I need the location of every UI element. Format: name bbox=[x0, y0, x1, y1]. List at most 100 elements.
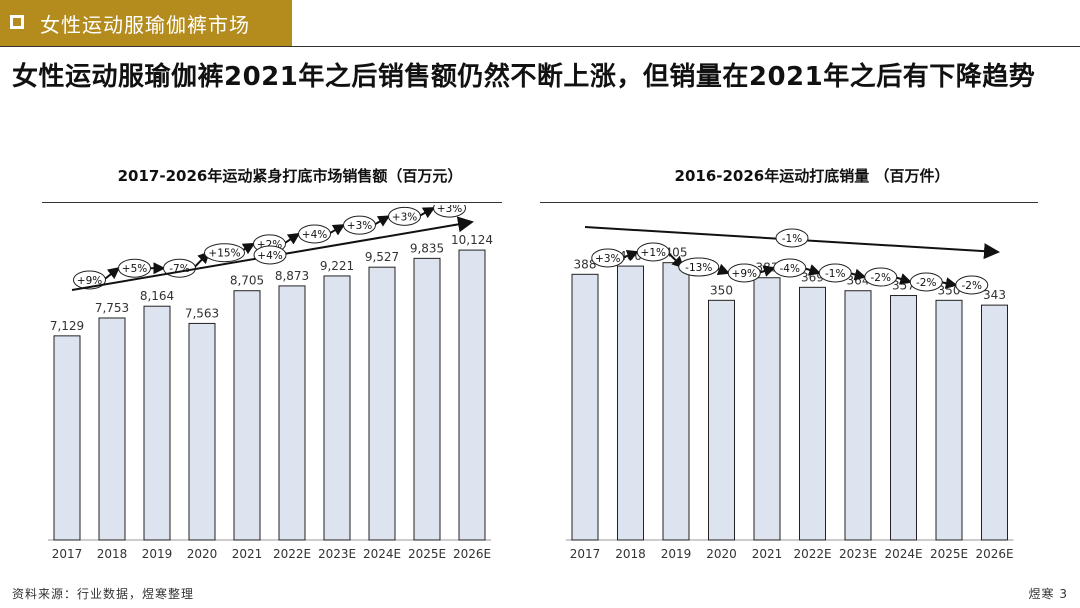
left-tick-label: 2017 bbox=[52, 547, 83, 561]
footer-brand: 煜寒 3 bbox=[1028, 587, 1068, 601]
left-growth-bubble bbox=[298, 224, 331, 244]
right-growth-label: -2% bbox=[871, 272, 891, 284]
left-bar-2017 bbox=[53, 335, 81, 541]
right-growth-label: +1% bbox=[641, 247, 666, 259]
left-value-label: 8,873 bbox=[275, 269, 309, 283]
left-growth-label: +9% bbox=[77, 275, 102, 287]
right-growth-label: -2% bbox=[916, 277, 936, 289]
left-value-label: 7,129 bbox=[50, 319, 84, 333]
left-tick-label: 2021 bbox=[232, 547, 263, 561]
right-growth-bubble bbox=[636, 242, 670, 262]
left-growth-connector bbox=[372, 215, 391, 227]
right-bar-2025E bbox=[935, 299, 963, 541]
right-bar-2018 bbox=[617, 265, 644, 541]
left-trend-bubble bbox=[253, 245, 287, 265]
left-tick-label: 2019 bbox=[142, 547, 173, 561]
right-growth-label: -1% bbox=[825, 268, 845, 280]
right-trend-label: -1% bbox=[782, 233, 802, 245]
left-growth-label: +3% bbox=[347, 220, 372, 232]
left-growth-connector bbox=[327, 224, 346, 236]
left-growth-bubble bbox=[343, 215, 376, 235]
right-bar-2021 bbox=[753, 277, 781, 541]
right-trend-bubble bbox=[775, 228, 809, 248]
left-growth-bubble bbox=[433, 205, 466, 218]
left-bar-2022E bbox=[278, 285, 306, 541]
right-bar-2022E bbox=[799, 286, 826, 541]
right-bar-2023E bbox=[844, 290, 872, 541]
left-growth-connector bbox=[282, 232, 301, 245]
right-bar-2020 bbox=[708, 299, 735, 541]
right-tick-label: 2017 bbox=[570, 547, 601, 561]
left-growth-connector bbox=[418, 207, 436, 219]
right-growth-connector bbox=[849, 268, 867, 281]
right-value-label: 343 bbox=[983, 288, 1006, 302]
left-bar-2023E bbox=[323, 275, 351, 541]
left-bar-2025E bbox=[413, 257, 441, 541]
left-tick-label: 2023E bbox=[318, 547, 356, 561]
right-tick-label: 2022E bbox=[793, 547, 831, 561]
right-chart-divider bbox=[540, 202, 1038, 203]
left-value-label: 8,705 bbox=[230, 274, 264, 288]
right-growth-bubble bbox=[773, 258, 807, 278]
left-growth-connector bbox=[102, 266, 121, 281]
right-growth-label: -4% bbox=[780, 263, 800, 275]
left-growth-label: +15% bbox=[208, 248, 240, 260]
right-chart: 3882017400201840520193502020383202136920… bbox=[566, 226, 1014, 561]
left-value-label: 7,563 bbox=[185, 306, 219, 320]
left-chart-title: 2017-2026年运动紧身打底市场销售额（百万元） bbox=[117, 167, 463, 185]
left-growth-label: +4% bbox=[302, 229, 327, 241]
right-tick-label: 2021 bbox=[752, 547, 783, 561]
header-divider bbox=[0, 46, 1080, 47]
right-value-label: 388 bbox=[574, 257, 597, 271]
left-tick-label: 2018 bbox=[97, 547, 128, 561]
left-tick-label: 2025E bbox=[408, 547, 446, 561]
right-tick-label: 2019 bbox=[661, 547, 692, 561]
right-growth-connector bbox=[803, 264, 822, 276]
left-tick-label: 2020 bbox=[187, 547, 218, 561]
right-growth-bubble bbox=[678, 257, 720, 277]
left-bar-2026E bbox=[458, 249, 486, 541]
footer-source: 资料来源：行业数据，煜寒整理 bbox=[12, 587, 195, 601]
right-growth-bubble bbox=[955, 275, 989, 295]
right-bar-2026E bbox=[981, 304, 1008, 541]
right-chart-title: 2016-2026年运动打底销量 （百万件） bbox=[674, 167, 950, 185]
left-growth-bubble bbox=[118, 258, 151, 278]
page-headline: 女性运动服瑜伽裤2021年之后销售额仍然不断上涨，但销量在2021年之后有下降趋… bbox=[12, 62, 1036, 92]
right-growth-bubble bbox=[727, 263, 761, 283]
left-bar-2021 bbox=[233, 290, 261, 541]
right-growth-connector bbox=[940, 277, 958, 289]
left-value-label: 9,527 bbox=[365, 250, 399, 264]
left-bar-2019 bbox=[143, 305, 171, 541]
right-growth-bubble bbox=[591, 248, 625, 268]
left-growth-bubble bbox=[73, 270, 106, 290]
section-title: 女性运动服瑜伽裤市场 bbox=[40, 13, 250, 37]
left-chart-divider bbox=[42, 202, 502, 203]
right-growth-bubble bbox=[818, 263, 852, 283]
right-bar-2024E bbox=[890, 295, 917, 541]
left-tick-label: 2022E bbox=[273, 547, 311, 561]
right-growth-connector bbox=[621, 250, 640, 262]
right-growth-label: +3% bbox=[595, 253, 620, 265]
left-growth-bubble bbox=[388, 206, 421, 226]
right-bar-2019 bbox=[662, 262, 690, 541]
right-growth-bubble bbox=[909, 272, 943, 292]
left-growth-label: +5% bbox=[122, 263, 147, 275]
right-tick-label: 2024E bbox=[884, 547, 922, 561]
left-value-label: 10,124 bbox=[451, 233, 493, 247]
right-growth-connector bbox=[757, 265, 776, 277]
right-tick-label: 2025E bbox=[930, 547, 968, 561]
left-bar-2020 bbox=[188, 322, 216, 541]
square-bullet-icon bbox=[10, 15, 24, 29]
left-value-label: 8,164 bbox=[140, 289, 174, 303]
right-growth-bubble bbox=[864, 267, 898, 287]
left-bar-2018 bbox=[98, 317, 126, 541]
right-value-label: 350 bbox=[710, 283, 733, 297]
header-bar: 女性运动服瑜伽裤市场 bbox=[0, 0, 292, 46]
right-tick-label: 2023E bbox=[839, 547, 877, 561]
right-growth-label: -2% bbox=[962, 280, 982, 292]
right-tick-label: 2020 bbox=[706, 547, 737, 561]
left-bar-2024E bbox=[368, 266, 396, 541]
left-trend-label: +4% bbox=[257, 250, 282, 262]
left-chart: 7,129 2017 7,753 2018 8,164 2019 7,563 2020 8,70… bbox=[48, 205, 493, 561]
right-growth-connector bbox=[894, 273, 913, 285]
